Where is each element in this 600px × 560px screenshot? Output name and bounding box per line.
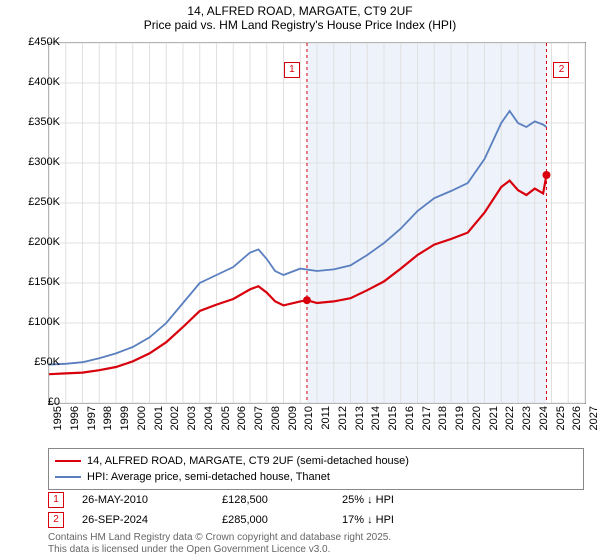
sale-price-2: £285,000 [222, 514, 342, 526]
x-tick-label: 1996 [69, 406, 81, 440]
legend-row-property: 14, ALFRED ROAD, MARGATE, CT9 2UF (semi-… [55, 453, 577, 469]
title-address: 14, ALFRED ROAD, MARGATE, CT9 2UF [0, 4, 600, 18]
legend-row-hpi: HPI: Average price, semi-detached house,… [55, 469, 577, 485]
legend-label-property: 14, ALFRED ROAD, MARGATE, CT9 2UF (semi-… [87, 455, 409, 467]
footer-line2: This data is licensed under the Open Gov… [48, 544, 391, 556]
chart-svg [49, 43, 585, 403]
x-tick-label: 1998 [102, 406, 114, 440]
sale-date-1: 26-MAY-2010 [82, 494, 222, 506]
x-tick-label: 2013 [354, 406, 366, 440]
y-tick-label: £450K [12, 36, 60, 48]
sale-marker-1: 1 [48, 492, 64, 508]
x-tick-label: 2000 [136, 406, 148, 440]
y-tick-label: £150K [12, 276, 60, 288]
x-tick-label: 2027 [588, 406, 600, 440]
y-tick-label: £100K [12, 316, 60, 328]
x-tick-label: 2023 [521, 406, 533, 440]
sale-marker-2: 2 [48, 512, 64, 528]
x-tick-label: 2016 [404, 406, 416, 440]
x-tick-label: 2003 [186, 406, 198, 440]
plot-area [48, 42, 586, 404]
x-tick-label: 1995 [52, 406, 64, 440]
y-tick-label: £250K [12, 196, 60, 208]
sale-date-2: 26-SEP-2024 [82, 514, 222, 526]
x-tick-label: 2007 [253, 406, 265, 440]
x-tick-label: 2014 [370, 406, 382, 440]
y-tick-label: £300K [12, 156, 60, 168]
y-tick-label: £400K [12, 76, 60, 88]
x-tick-label: 2026 [571, 406, 583, 440]
legend-swatch-hpi [55, 476, 81, 478]
x-tick-label: 2022 [504, 406, 516, 440]
chart-container: 14, ALFRED ROAD, MARGATE, CT9 2UF Price … [0, 0, 600, 560]
x-tick-label: 2015 [387, 406, 399, 440]
legend: 14, ALFRED ROAD, MARGATE, CT9 2UF (semi-… [48, 448, 584, 490]
legend-swatch-property [55, 460, 81, 462]
x-tick-label: 2004 [203, 406, 215, 440]
sale-row-2: 2 26-SEP-2024 £285,000 17% ↓ HPI [48, 510, 584, 530]
sale-marker-box-2: 2 [553, 62, 569, 78]
y-tick-label: £200K [12, 236, 60, 248]
sale-note-1: 25% ↓ HPI [342, 494, 542, 506]
x-tick-label: 2002 [169, 406, 181, 440]
chart-titles: 14, ALFRED ROAD, MARGATE, CT9 2UF Price … [0, 0, 600, 32]
x-tick-label: 2005 [220, 406, 232, 440]
x-tick-label: 2011 [320, 406, 332, 440]
x-tick-label: 2009 [287, 406, 299, 440]
legend-label-hpi: HPI: Average price, semi-detached house,… [87, 471, 330, 483]
sale-note-2: 17% ↓ HPI [342, 514, 542, 526]
x-tick-label: 1997 [86, 406, 98, 440]
x-tick-label: 2021 [488, 406, 500, 440]
x-tick-label: 2017 [421, 406, 433, 440]
y-tick-label: £50K [12, 356, 60, 368]
x-tick-label: 2024 [538, 406, 550, 440]
x-tick-label: 2001 [153, 406, 165, 440]
x-tick-label: 2012 [337, 406, 349, 440]
x-tick-label: 2025 [555, 406, 567, 440]
footer-line1: Contains HM Land Registry data © Crown c… [48, 532, 391, 544]
x-tick-label: 2006 [236, 406, 248, 440]
x-tick-label: 1999 [119, 406, 131, 440]
sale-marker-box-1: 1 [284, 62, 300, 78]
x-tick-label: 2019 [454, 406, 466, 440]
x-tick-label: 2008 [270, 406, 282, 440]
footer: Contains HM Land Registry data © Crown c… [48, 532, 391, 556]
sale-price-1: £128,500 [222, 494, 342, 506]
x-tick-label: 2020 [471, 406, 483, 440]
title-subtitle: Price paid vs. HM Land Registry's House … [0, 18, 600, 32]
x-tick-label: 2010 [303, 406, 315, 440]
x-tick-label: 2018 [437, 406, 449, 440]
sale-row-1: 1 26-MAY-2010 £128,500 25% ↓ HPI [48, 490, 584, 510]
y-tick-label: £350K [12, 116, 60, 128]
sales-table: 1 26-MAY-2010 £128,500 25% ↓ HPI 2 26-SE… [48, 490, 584, 530]
